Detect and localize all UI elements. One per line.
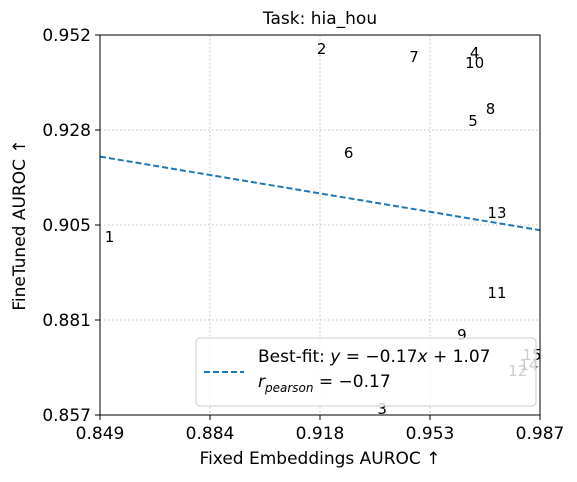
point-label-13: 13 — [487, 204, 506, 222]
y-tick-label: 0.857 — [42, 406, 91, 426]
y-tick-label: 0.881 — [42, 311, 91, 331]
point-label-5: 5 — [468, 112, 478, 130]
point-label-9: 9 — [457, 326, 467, 344]
point-label-6: 6 — [344, 144, 354, 162]
y-axis-ticks: 0.857 0.881 0.905 0.928 0.952 — [42, 26, 100, 426]
chart-title: Task: hia_hou — [262, 9, 377, 29]
y-tick-label: 0.928 — [42, 121, 91, 141]
legend-r-label: rpearson = −0.17 — [258, 372, 391, 395]
y-tick-label: 0.905 — [42, 216, 91, 236]
point-label-1: 1 — [105, 228, 115, 246]
legend-box — [195, 337, 537, 407]
x-tick-label: 0.953 — [406, 424, 455, 444]
x-tick-label: 0.918 — [296, 424, 345, 444]
fit-line — [99, 155, 541, 232]
point-label-7: 7 — [409, 48, 419, 66]
x-tick-label: 0.987 — [516, 424, 565, 444]
legend: Best-fit: y = −0.17x + 1.07 rpearson = −… — [195, 337, 537, 407]
y-tick-label: 0.952 — [42, 26, 91, 46]
x-tick-label: 0.849 — [76, 424, 125, 444]
point-label-10: 10 — [465, 54, 484, 72]
legend-fit-label: Best-fit: y = −0.17x + 1.07 — [258, 347, 490, 367]
x-axis-ticks: 0.849 0.884 0.918 0.953 0.987 — [76, 415, 565, 444]
point-label-3: 3 — [377, 400, 387, 418]
y-axis-label: FineTuned AUROC ↑ — [10, 139, 30, 310]
point-label-8: 8 — [486, 100, 496, 118]
x-tick-label: 0.884 — [186, 424, 235, 444]
fit-line-group — [99, 155, 541, 232]
point-label-11: 11 — [487, 284, 506, 302]
point-label-4: 4 — [470, 44, 480, 62]
point-label-2: 2 — [317, 40, 327, 58]
x-axis-label: Fixed Embeddings AUROC ↑ — [200, 449, 441, 469]
